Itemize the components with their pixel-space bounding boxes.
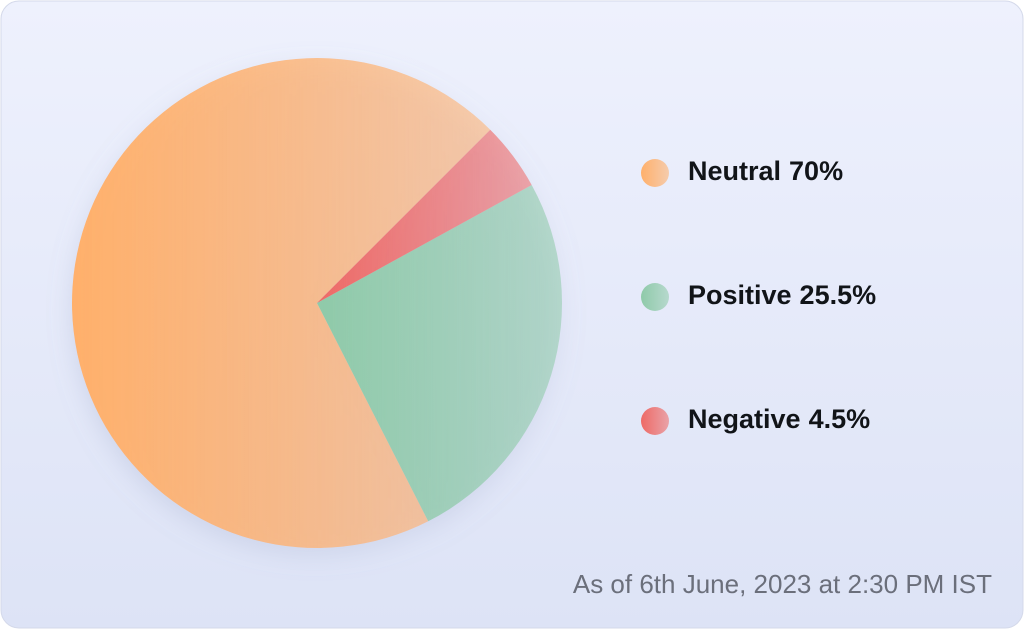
legend-name: Neutral bbox=[688, 156, 781, 186]
legend-value: 25.5% bbox=[800, 280, 877, 310]
legend-swatch bbox=[641, 283, 669, 311]
legend: Neutral 70% Positive 25.5% Negative 4.5% bbox=[641, 156, 876, 435]
footnote: As of 6th June, 2023 at 2:30 PM IST bbox=[573, 569, 992, 599]
legend-label: Negative 4.5% bbox=[688, 404, 870, 434]
legend-value: 4.5% bbox=[809, 404, 871, 434]
legend-name: Positive bbox=[688, 280, 792, 310]
pie-slice bbox=[317, 184, 562, 522]
legend-swatch bbox=[641, 407, 669, 435]
legend-label: Neutral 70% bbox=[688, 156, 843, 186]
pie-slice bbox=[71, 57, 491, 548]
legend-label: Positive 25.5% bbox=[688, 280, 876, 310]
pie bbox=[71, 57, 562, 548]
pie-slice bbox=[317, 129, 532, 303]
legend-value: 70% bbox=[789, 156, 843, 186]
legend-swatch bbox=[641, 159, 669, 187]
legend-name: Negative bbox=[688, 404, 801, 434]
